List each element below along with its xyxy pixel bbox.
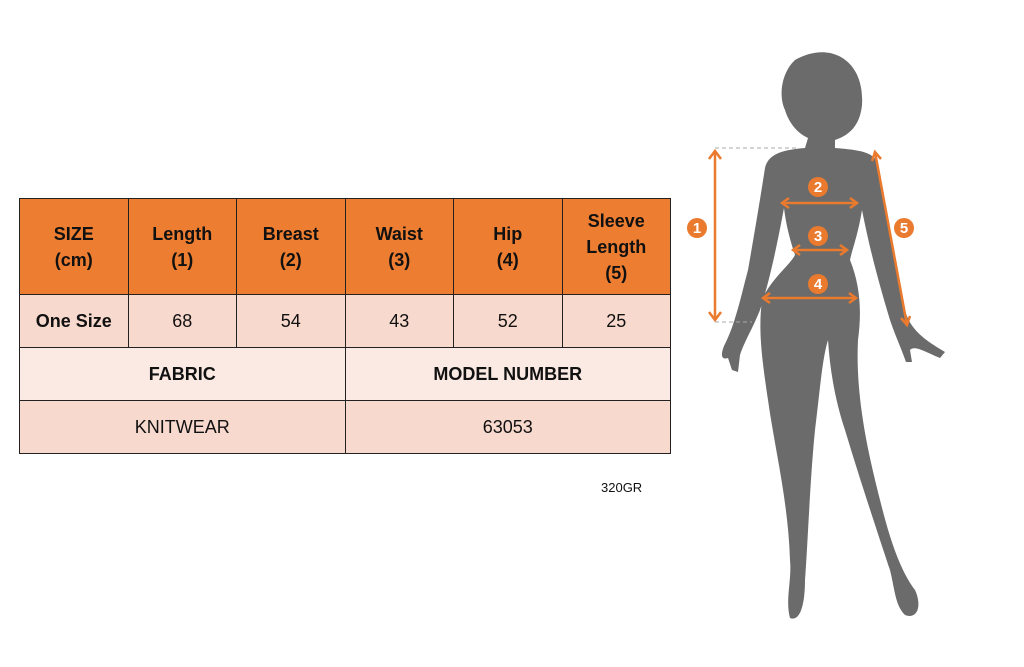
marker-1-badge — [687, 218, 707, 238]
header-text: Hip — [493, 223, 523, 244]
header-waist: Waist (3) — [344, 198, 454, 295]
measurement-arrows — [708, 147, 912, 328]
value-hip: 52 — [453, 294, 563, 348]
size-chart-table: SIZE (cm) Length (1) Breast (2) Waist (3) Hi… — [19, 198, 671, 454]
info-value-row: KNITWEAR 63053 — [19, 400, 671, 454]
header-text: (1) — [171, 249, 194, 270]
marker-1: 1 — [693, 220, 701, 237]
fabric-value: KNITWEAR — [19, 400, 346, 454]
marker-2-badge — [808, 177, 828, 197]
header-length: Length (1) — [127, 198, 237, 295]
measurement-markers: 1 2 3 4 5 — [687, 177, 914, 294]
header-sleeve-length: Sleeve Length (5) — [561, 198, 671, 295]
header-text: Sleeve — [587, 210, 645, 231]
size-label: One Size — [19, 294, 129, 348]
header-text: (3) — [388, 249, 411, 270]
header-text: Length — [586, 236, 647, 257]
breast-arrow-icon — [779, 196, 860, 210]
sleeve-arrow-icon — [870, 149, 912, 328]
marker-5-badge — [894, 218, 914, 238]
header-text: (cm) — [54, 249, 93, 270]
header-text: Length — [152, 223, 213, 244]
weight-note: 320GR — [601, 480, 643, 495]
size-row: One Size 68 54 43 52 25 — [19, 294, 671, 348]
header-text: (2) — [279, 249, 302, 270]
waist-arrow-icon — [790, 243, 850, 257]
header-hip: Hip (4) — [453, 198, 563, 295]
marker-3: 3 — [814, 228, 822, 245]
header-text: (4) — [496, 249, 519, 270]
length-arrow-icon — [708, 148, 722, 323]
header-text: Waist — [375, 223, 423, 244]
marker-3-badge — [808, 226, 828, 246]
value-waist: 43 — [344, 294, 454, 348]
value-sleeve-length: 25 — [561, 294, 671, 348]
marker-4: 4 — [814, 276, 823, 293]
model-number-value: 63053 — [344, 400, 671, 454]
header-row: SIZE (cm) Length (1) Breast (2) Waist (3) Hi… — [19, 198, 671, 295]
value-length: 68 — [127, 294, 237, 348]
body-silhouette — [721, 52, 945, 619]
header-size: SIZE (cm) — [19, 198, 129, 295]
hip-arrow-icon — [760, 291, 859, 305]
header-text: SIZE — [53, 223, 94, 244]
header-text: (5) — [605, 262, 628, 283]
marker-2: 2 — [814, 179, 822, 196]
header-breast: Breast (2) — [236, 198, 346, 295]
marker-5: 5 — [900, 220, 908, 237]
marker-4-badge — [808, 274, 828, 294]
header-text: Breast — [262, 223, 319, 244]
